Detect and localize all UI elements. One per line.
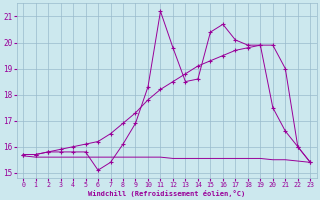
X-axis label: Windchill (Refroidissement éolien,°C): Windchill (Refroidissement éolien,°C) <box>88 190 245 197</box>
